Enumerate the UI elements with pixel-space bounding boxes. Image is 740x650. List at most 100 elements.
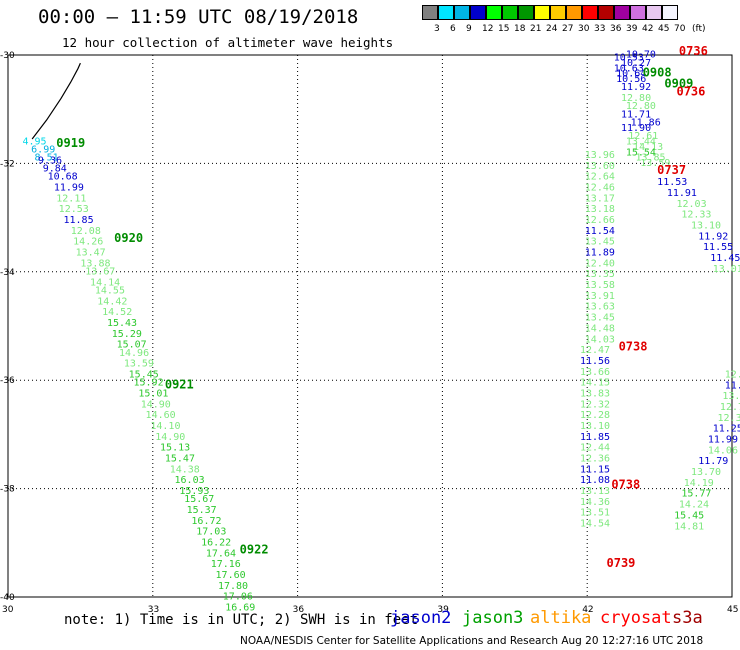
pass-time-label: 0737 xyxy=(657,163,686,177)
x-tick-label: 36 xyxy=(293,605,305,615)
wave-height-label: 13.67 xyxy=(85,267,115,278)
color-swatch xyxy=(614,5,630,20)
page-title: 00:00 – 11:59 UTC 08/19/2018 xyxy=(38,6,359,28)
wave-height-label: 14.03 xyxy=(585,334,615,345)
color-scale-label: (ft) xyxy=(692,24,706,34)
wave-height-label: 13.10 xyxy=(580,421,610,432)
wave-height-label: 13.60 xyxy=(585,161,615,172)
wave-height-label: 9.84 xyxy=(43,164,67,175)
wave-height-label: 15.54 xyxy=(626,147,656,158)
color-scale-label: 9 xyxy=(466,24,472,34)
wave-height-label: 13.47 xyxy=(76,248,106,259)
wave-height-label: 13.96 xyxy=(585,150,615,161)
wave-height-label: 12.33 xyxy=(681,210,711,221)
color-scale-label: 15 xyxy=(498,24,510,34)
x-tick-label: 33 xyxy=(148,605,159,615)
wave-height-label: 15.45 xyxy=(674,510,704,521)
wave-height-label: 14.42 xyxy=(97,296,127,307)
page-subtitle: 12 hour collection of altimeter wave hei… xyxy=(62,35,394,50)
pass-time-label: 0909 xyxy=(664,77,693,91)
wave-height-label: 14.90 xyxy=(141,399,171,410)
wave-height-label: 12.28 xyxy=(580,410,610,421)
wave-height-label: 13.85 xyxy=(635,153,665,164)
wave-height-label: 13.18 xyxy=(585,204,615,215)
wave-height-label: 14.10 xyxy=(150,421,180,432)
wave-height-label: 11.79 xyxy=(698,456,728,467)
wave-height-label: 12.11 xyxy=(56,193,86,204)
wave-height-label: 15.43 xyxy=(107,318,137,329)
wave-height-label: 12.40 xyxy=(585,258,615,269)
wave-height-label: 13.01 xyxy=(713,264,740,275)
color-scale-label: 21 xyxy=(530,24,542,34)
color-scale-label: 36 xyxy=(610,24,622,34)
wave-height-label: 16.03 xyxy=(175,475,205,486)
wave-height-label: 16.22 xyxy=(201,538,231,549)
y-tick-label: -38 xyxy=(0,485,15,495)
wave-height-label: 11.92 xyxy=(698,231,728,242)
wave-height-label: 8.51 xyxy=(35,153,59,164)
color-swatch xyxy=(454,5,470,20)
wave-height-label: 17.16 xyxy=(211,559,241,570)
wave-height-label: 14.36 xyxy=(580,497,610,508)
color-swatch xyxy=(422,5,438,20)
wave-height-label: 10.70 xyxy=(626,50,656,61)
wave-height-label: 12.80 xyxy=(621,93,651,104)
color-scale-label: 6 xyxy=(450,24,456,34)
legend-jason3: jason3 xyxy=(462,608,524,628)
wave-height-label: 15.45 xyxy=(129,369,159,380)
wave-height-label: 13.83 xyxy=(580,388,610,399)
wave-height-label: 12.61 xyxy=(628,131,658,142)
wave-height-label: 17.64 xyxy=(206,548,236,559)
footnote: note: 1) Time is in UTC; 2) SWH is in fe… xyxy=(64,612,419,628)
wave-height-label: 13.59 xyxy=(124,359,154,370)
wave-height-label: 10.53 xyxy=(614,52,644,63)
wave-height-label: 13.10 xyxy=(691,220,721,231)
credit-line: NOAA/NESDIS Center for Satellite Applica… xyxy=(240,635,704,647)
wave-height-label: 11.89 xyxy=(585,248,615,259)
wave-height-label: 13.17 xyxy=(585,193,615,204)
wave-height-label: 11.71 xyxy=(621,109,651,120)
color-swatch xyxy=(470,5,486,20)
wave-height-label: 12.30 xyxy=(718,413,740,424)
pass-time-label: 0920 xyxy=(114,231,143,245)
color-swatch xyxy=(630,5,646,20)
pass-time-label: 0739 xyxy=(607,556,636,570)
wave-height-label: 13.20 xyxy=(722,391,740,402)
color-scale-label: 24 xyxy=(546,24,558,34)
wave-height-label: 12.44 xyxy=(580,443,610,454)
wave-height-label: 11.08 xyxy=(580,475,610,486)
wave-height-label: 11.53 xyxy=(657,177,687,188)
wave-height-label: 13.58 xyxy=(585,280,615,291)
wave-height-label: 12.47 xyxy=(580,345,610,356)
wave-height-label: 13.45 xyxy=(585,237,615,248)
wave-height-label: 13.59 xyxy=(640,158,670,169)
x-tick-label: 45 xyxy=(727,605,738,615)
color-swatch xyxy=(438,5,454,20)
wave-height-label: 12.36 xyxy=(580,454,610,465)
wave-height-label: 15.93 xyxy=(179,486,209,497)
x-tick-label: 42 xyxy=(582,605,593,615)
wave-height-label: 13.51 xyxy=(580,508,610,519)
y-tick-label: -34 xyxy=(0,268,15,278)
wave-height-label: 17.06 xyxy=(223,592,253,603)
wave-height-label: 16.69 xyxy=(225,603,255,614)
wave-height-label: 6.99 xyxy=(31,145,55,156)
color-swatch xyxy=(646,5,662,20)
wave-height-label: 14.54 xyxy=(580,519,610,530)
color-scale-label: 27 xyxy=(562,24,574,34)
wave-height-label: 12.66 xyxy=(585,215,615,226)
wave-height-label: 10.27 xyxy=(621,58,651,69)
wave-height-label: 15.29 xyxy=(112,329,142,340)
pass-time-label: 0908 xyxy=(643,66,672,80)
color-scale-label: 39 xyxy=(626,24,638,34)
wave-height-label: 11.85 xyxy=(580,432,610,443)
legend-cryosat: cryosat xyxy=(600,608,672,628)
wave-height-label: 11.90 xyxy=(621,123,651,134)
wave-height-label: 14.06 xyxy=(708,445,738,456)
color-scale-label: 42 xyxy=(642,24,654,34)
wave-height-label: 15.01 xyxy=(138,388,168,399)
color-swatch xyxy=(662,5,678,20)
wave-height-label: 14.26 xyxy=(73,237,103,248)
color-scale-label: 12 xyxy=(482,24,494,34)
wave-height-label: 11.99 xyxy=(708,435,738,446)
